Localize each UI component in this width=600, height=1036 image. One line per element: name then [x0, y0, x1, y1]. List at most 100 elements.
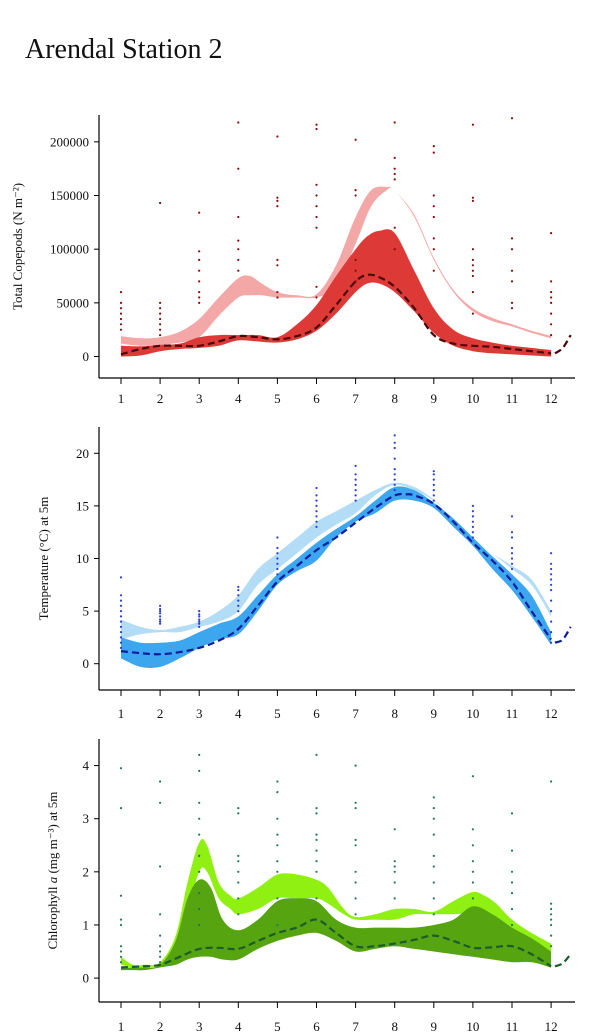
observation-point	[432, 205, 435, 208]
observation-point	[354, 807, 357, 810]
observation-point	[276, 817, 279, 820]
observation-point	[119, 576, 123, 579]
observation-point	[198, 296, 201, 299]
y-tick-label: 0	[83, 349, 90, 364]
observation-point	[510, 307, 514, 310]
x-tick-label: 7	[352, 706, 359, 721]
observation-point	[315, 205, 318, 208]
observation-point	[315, 838, 318, 841]
observation-point	[432, 494, 435, 497]
observation-point	[315, 812, 318, 815]
observation-point	[276, 291, 279, 294]
observation-point	[510, 117, 514, 120]
observation-point	[550, 280, 553, 283]
observation-point	[354, 483, 357, 486]
observation-point	[432, 151, 435, 154]
observation-point	[237, 812, 240, 815]
observation-point	[276, 923, 279, 927]
observation-point	[119, 923, 123, 927]
x-tick-label: 5	[274, 1019, 281, 1034]
observation-point	[119, 620, 123, 623]
observation-point	[315, 897, 318, 900]
page-title: Arendal Station 2	[25, 34, 223, 65]
observation-point	[432, 145, 435, 148]
observation-point	[354, 478, 357, 481]
observation-point	[510, 546, 514, 550]
observation-point	[432, 470, 435, 473]
observation-point	[119, 312, 123, 315]
observation-point	[510, 923, 514, 927]
observation-point	[198, 269, 201, 272]
x-tick-label: 1	[118, 1019, 125, 1034]
observation-point	[432, 478, 435, 481]
observation-point	[276, 557, 279, 560]
observation-point	[315, 486, 318, 490]
observations	[119, 117, 553, 337]
observation-point	[237, 870, 240, 873]
mean-line	[120, 918, 552, 969]
observation-point	[159, 610, 162, 613]
mean-line	[120, 273, 552, 356]
observation-point	[550, 599, 553, 602]
observation-point	[393, 167, 396, 170]
y-tick-label: 10	[76, 551, 89, 566]
observation-point	[119, 918, 123, 921]
x-tick-label: 8	[391, 1019, 398, 1034]
y-tick-label: 100000	[50, 242, 89, 257]
observation-point	[432, 807, 435, 810]
observation-point	[354, 258, 357, 261]
observation-point	[159, 607, 162, 611]
observation-point	[276, 258, 279, 261]
observation-point	[198, 854, 201, 857]
observation-point	[550, 573, 553, 576]
observation-point	[198, 753, 201, 756]
x-tick-label: 10	[466, 1019, 479, 1034]
observation-point	[198, 613, 201, 616]
observation-point	[550, 631, 553, 634]
x-tick-label: 3	[196, 391, 203, 406]
observation-point	[550, 620, 553, 623]
observation-point	[471, 520, 474, 523]
x-tick-label: 4	[235, 706, 242, 721]
observation-point	[393, 897, 396, 900]
observation-point	[393, 457, 396, 460]
x-tick-label: 6	[313, 1019, 320, 1034]
observation-point	[471, 258, 474, 261]
observation-point	[510, 269, 514, 272]
observation-point	[354, 464, 357, 467]
observation-point	[315, 753, 318, 756]
continuation-line	[554, 626, 572, 644]
observation-point	[276, 296, 279, 299]
outer-band	[121, 186, 552, 346]
observation-point	[159, 622, 162, 625]
observation-point	[354, 913, 357, 916]
observation-point	[276, 833, 279, 836]
x-tick-label: 2	[157, 1019, 164, 1034]
observation-point	[471, 196, 474, 199]
x-tick-label: 6	[313, 706, 320, 721]
observation-point	[276, 536, 279, 539]
observation-point	[276, 567, 279, 571]
observation-point	[315, 510, 318, 513]
observation-point	[159, 950, 162, 953]
observation-point	[393, 860, 396, 863]
observation-point	[276, 264, 279, 267]
observation-point	[471, 515, 474, 518]
observation-point	[315, 520, 318, 523]
observation-point	[315, 525, 318, 528]
observation-point	[510, 812, 514, 815]
observation-point	[550, 334, 553, 337]
observation-point	[315, 183, 318, 186]
observation-point	[432, 269, 435, 272]
observation-point	[119, 291, 123, 294]
observation-point	[432, 194, 435, 197]
observation-point	[471, 199, 474, 202]
observation-point	[119, 625, 123, 628]
observation-point	[315, 194, 318, 197]
observation-point	[159, 913, 162, 916]
observation-point	[432, 499, 435, 502]
observations	[119, 753, 553, 964]
x-tick-label: 7	[352, 1019, 359, 1034]
x-tick-label: 10	[466, 706, 479, 721]
observation-point	[510, 552, 514, 555]
